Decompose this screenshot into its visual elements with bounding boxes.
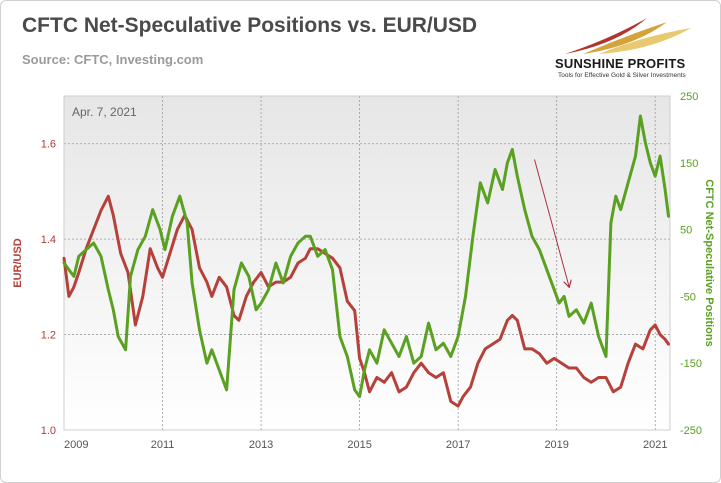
sunshine-profits-logo: SUNSHINE PROFITS Tools for Effective Gol…	[555, 14, 705, 84]
right-axis-title: CFTC Net-Speculative Positions	[703, 179, 715, 346]
x-tick-label: 2019	[544, 439, 568, 451]
x-tick-label: 2021	[643, 439, 667, 451]
logo-swoosh-icon	[565, 18, 691, 54]
cftc-series-line	[62, 114, 670, 399]
x-tick-label: 2013	[249, 439, 273, 451]
x-tick-label: 2009	[64, 439, 88, 451]
x-axis-ticks: 2009 2011 2013 2015 2017 2019 2021	[64, 439, 667, 451]
x-tick-label: 2017	[446, 439, 470, 451]
right-tick-label: -150	[680, 358, 702, 370]
left-axis-ticks: 1.0 1.2 1.4 1.6	[41, 139, 56, 437]
chart-source: Source: CFTC, Investing.com	[22, 52, 204, 67]
left-tick-label: 1.2	[41, 330, 56, 342]
plot-area	[64, 96, 670, 430]
left-tick-label: 1.4	[41, 234, 56, 246]
chart-title: CFTC Net-Speculative Positions vs. EUR/U…	[22, 14, 478, 37]
x-tick-label: 2015	[347, 439, 371, 451]
right-tick-label: 50	[680, 225, 692, 237]
right-tick-label: -50	[680, 291, 696, 303]
right-tick-label: 150	[680, 158, 698, 170]
left-tick-label: 1.0	[41, 425, 56, 437]
annotation-arrow	[534, 159, 569, 286]
right-tick-label: -250	[680, 425, 702, 437]
logo-brand: SUNSHINE PROFITS	[555, 56, 686, 71]
left-axis-title: EUR/USD	[12, 238, 24, 288]
date-annotation: Apr. 7, 2021	[72, 105, 137, 119]
x-tick-label: 2011	[151, 439, 175, 451]
logo-tagline: Tools for Effective Gold & Silver Invest…	[558, 72, 686, 79]
right-tick-label: 250	[680, 91, 698, 103]
right-axis-ticks: -250 -150 -50 50 150 250	[680, 91, 702, 437]
left-tick-label: 1.6	[41, 139, 56, 151]
